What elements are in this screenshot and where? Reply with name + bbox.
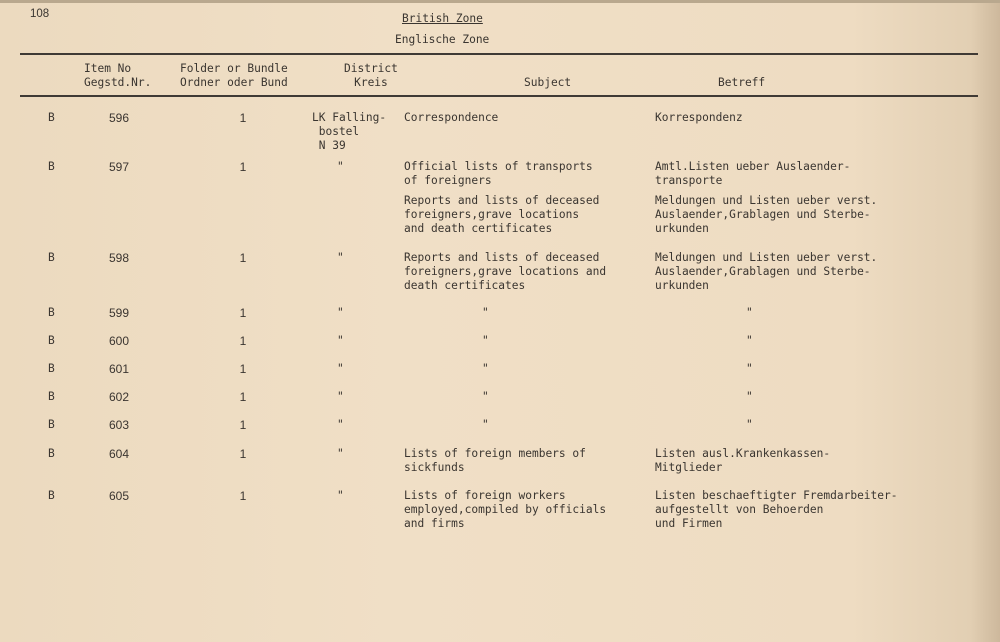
zone-cell: B (48, 390, 55, 403)
header-rule-top (20, 53, 978, 55)
district-cell: " (337, 390, 344, 403)
district-cell: " (337, 306, 344, 319)
district-cell: " (337, 334, 344, 347)
district-cell: LK Falling- bostel N 39 (312, 111, 387, 152)
betreff-cell: " (746, 418, 753, 431)
zone-cell: B (48, 418, 55, 431)
folder-cell: 1 (239, 306, 247, 320)
item-number-cell: 600 (108, 334, 130, 348)
zone-cell: B (48, 251, 55, 264)
folder-cell: 1 (239, 334, 247, 348)
betreff-cell: Listen ausl.Krankenkassen- Mitglieder (655, 447, 831, 474)
subject-cell: " (482, 418, 489, 431)
zone-cell: B (48, 160, 55, 173)
folder-cell: 1 (239, 251, 247, 265)
district-cell: " (337, 251, 344, 264)
zone-cell: B (48, 306, 55, 319)
header-betreff: Betreff (718, 76, 766, 89)
folder-cell: 1 (239, 111, 247, 125)
subject-cell: " (482, 362, 489, 375)
subject-cell: Correspondence (404, 111, 499, 124)
header-subject: Subject (524, 76, 572, 89)
district-cell: " (337, 160, 344, 173)
item-number-cell: 603 (108, 418, 130, 432)
item-number-cell: 605 (108, 489, 130, 503)
item-number-cell: 604 (108, 447, 130, 461)
folder-cell: 1 (239, 418, 247, 432)
item-number-cell: 602 (108, 390, 130, 404)
item-number-cell: 598 (108, 251, 130, 265)
betreff-cell: " (746, 362, 753, 375)
betreff-cell: " (746, 334, 753, 347)
page-number: 108 (30, 8, 50, 20)
zone-cell: B (48, 111, 55, 124)
folder-cell: 1 (239, 489, 247, 503)
subject-cell: " (482, 334, 489, 347)
zone-cell: B (48, 489, 55, 502)
subject-cell: " (482, 390, 489, 403)
district-cell: " (337, 362, 344, 375)
subject-cell: Reports and lists of deceased foreigners… (404, 251, 607, 292)
betreff-cell: Korrespondenz (655, 111, 743, 124)
betreff-cell: Meldungen und Listen ueber verst. Auslae… (655, 251, 878, 292)
betreff-cell: Amtl.Listen ueber Auslaender- transporte (655, 160, 851, 187)
page-edge (0, 0, 1000, 3)
header-folder: Folder or Bundle Ordner oder Bund (180, 62, 288, 89)
item-number-cell: 599 (108, 306, 130, 320)
betreff-cell: " (746, 390, 753, 403)
betreff-cell: Meldungen und Listen ueber verst. Auslae… (655, 194, 878, 235)
district-cell: " (337, 418, 344, 431)
zone-cell: B (48, 334, 55, 347)
zone-cell: B (48, 447, 55, 460)
subject-cell: Official lists of transports of foreigne… (404, 160, 593, 187)
subject-cell: Lists of foreign workers employed,compil… (404, 489, 607, 530)
folder-cell: 1 (239, 447, 247, 461)
betreff-cell: Listen beschaeftigter Fremdarbeiter- auf… (655, 489, 898, 530)
folder-cell: 1 (239, 390, 247, 404)
subject-cell: Reports and lists of deceased foreigners… (404, 194, 600, 235)
subject-cell: Lists of foreign members of sickfunds (404, 447, 586, 474)
page-title: British Zone (402, 12, 483, 25)
folder-cell: 1 (239, 362, 247, 376)
header-rule-bottom (20, 95, 978, 97)
district-cell: " (337, 489, 344, 502)
zone-cell: B (48, 362, 55, 375)
betreff-cell: " (746, 306, 753, 319)
page-subtitle: Englische Zone (395, 33, 490, 46)
item-number-cell: 601 (108, 362, 130, 376)
item-number-cell: 596 (108, 111, 130, 125)
item-number-cell: 597 (108, 160, 130, 174)
district-cell: " (337, 447, 344, 460)
header-district: District Kreis (344, 62, 398, 89)
subject-cell: " (482, 306, 489, 319)
header-item-no: Item No Gegstd.Nr. (84, 62, 152, 89)
folder-cell: 1 (239, 160, 247, 174)
